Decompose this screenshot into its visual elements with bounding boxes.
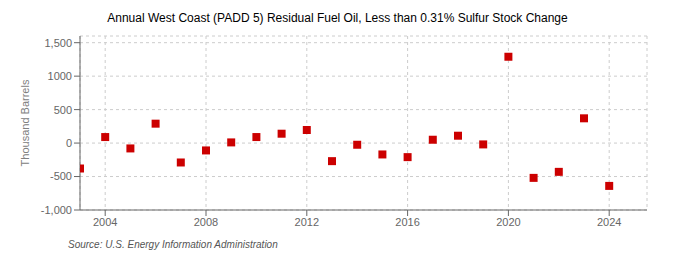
svg-text:1000: 1000 (48, 70, 72, 82)
svg-text:Thousand Barrels: Thousand Barrels (19, 79, 31, 166)
html-text:Source: U.S. Energy Informatio: Source: U.S. Energy Information Administ… (68, 239, 278, 250)
svg-text:0: 0 (66, 137, 72, 149)
svg-text:1,500: 1,500 (44, 37, 72, 49)
svg-text:-500: -500 (50, 170, 72, 182)
svg-text:2004: 2004 (93, 216, 117, 228)
svg-text:2016: 2016 (395, 216, 419, 228)
svg-text:2012: 2012 (295, 216, 319, 228)
svg-text:2020: 2020 (496, 216, 520, 228)
svg-text:500: 500 (54, 104, 72, 116)
svg-text:2024: 2024 (597, 216, 621, 228)
svg-text:2008: 2008 (194, 216, 218, 228)
svg-text:-1,000: -1,000 (41, 204, 72, 216)
html-text:Annual West Coast (PADD 5) Res: Annual West Coast (PADD 5) Residual Fuel… (107, 11, 568, 25)
